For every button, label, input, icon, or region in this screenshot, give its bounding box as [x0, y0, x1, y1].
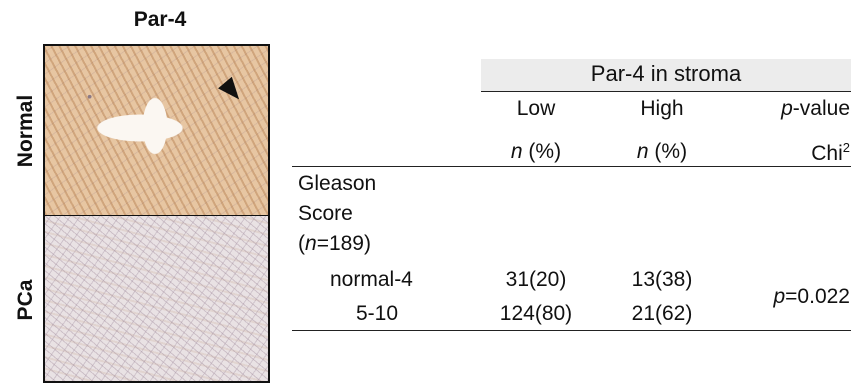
row-label-pca: PCa — [14, 279, 37, 321]
table-group-header-band — [481, 59, 851, 91]
cell-5-10-high: 21(62) — [631, 302, 693, 325]
variable-label-line1: Gleason — [298, 172, 377, 195]
subheader-chi: Chi2 — [811, 140, 850, 165]
micrograph-normal — [43, 44, 270, 216]
row-label-normal-4: normal-4 — [330, 268, 413, 291]
col-header-pvalue: p-value — [781, 97, 850, 120]
table-group-header: Par-4 in stroma — [590, 61, 742, 86]
subheader-high: n (%) — [636, 140, 688, 163]
cell-normal-4-low: 31(20) — [505, 268, 567, 291]
pvalue-cell: p=0.022 — [773, 285, 850, 308]
micrograph-pca — [43, 215, 270, 383]
col-header-low: Low — [516, 97, 556, 120]
variable-label-line2: Score — [298, 202, 353, 225]
cell-normal-4-high: 13(38) — [631, 268, 693, 291]
variable-label-n: (n=189) — [298, 232, 371, 255]
header-bottom-rule — [292, 166, 851, 167]
figure-title: Par-4 — [133, 8, 187, 31]
cell-5-10-low: 124(80) — [499, 302, 573, 325]
subheader-low: n (%) — [510, 140, 562, 163]
group-header-rule — [481, 91, 851, 92]
row-label-5-10: 5-10 — [356, 302, 399, 325]
table-bottom-rule — [292, 330, 851, 331]
arrowhead-marker — [218, 76, 246, 106]
row-label-normal: Normal — [14, 94, 37, 168]
col-header-high: High — [640, 97, 684, 120]
